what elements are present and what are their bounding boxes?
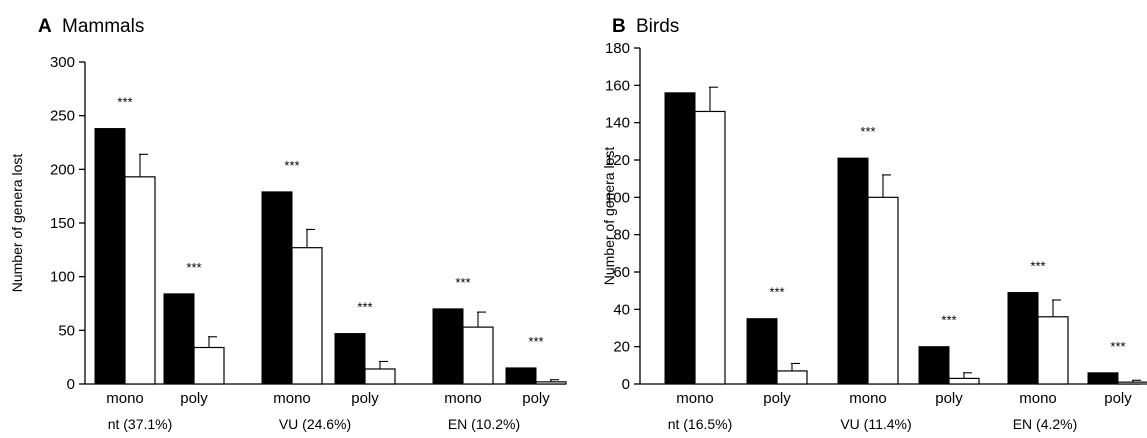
category-label: poly [763, 390, 791, 407]
panel-letter: B [612, 16, 626, 37]
bar-white [535, 381, 567, 385]
bar-white [1117, 381, 1147, 385]
category-label: poly [522, 390, 550, 407]
significance-label: *** [528, 334, 543, 349]
y-tick-label: 300 [50, 54, 75, 71]
y-axis-label: Number of genera lost [9, 154, 25, 293]
bar-white [694, 110, 726, 385]
panel-title: Mammals [62, 16, 144, 37]
bar-black [163, 293, 195, 385]
category-label: poly [351, 390, 379, 407]
y-tick-label: 100 [605, 189, 630, 206]
significance-label: *** [860, 124, 875, 139]
bar-black [334, 333, 366, 385]
bar-black [505, 367, 537, 385]
category-label: mono [1019, 390, 1057, 407]
significance-label: *** [941, 313, 956, 328]
y-tick-label: 120 [605, 152, 630, 169]
significance-label: *** [357, 300, 372, 315]
y-tick-label: 0 [622, 376, 630, 393]
y-tick-label: 200 [50, 161, 75, 178]
y-tick-label: 60 [613, 264, 630, 281]
category-label: poly [935, 390, 963, 407]
group-label: EN (10.2%) [448, 416, 520, 432]
bar-white [948, 377, 980, 385]
group-label: nt (37.1%) [108, 416, 173, 432]
category-label: poly [1104, 390, 1132, 407]
y-tick-label: 20 [613, 339, 630, 356]
panel-b: B Birds 0 20 40 60 80 100 120 140 160 180 Number of … [601, 16, 1147, 432]
significance-label: *** [117, 95, 132, 110]
bar-white [291, 247, 323, 385]
bar-black [837, 157, 869, 385]
panel-a: A Mammals 0 50 100 150 200 250 300 Number of gene… [9, 16, 567, 432]
significance-label: *** [769, 285, 784, 300]
bar-black [1007, 292, 1039, 385]
y-tick-label: 100 [50, 269, 75, 286]
y-tick-label: 160 [605, 77, 630, 94]
y-tick-label: 40 [613, 301, 630, 318]
bar-white [124, 176, 156, 385]
bar-black [94, 128, 126, 385]
category-label: mono [849, 390, 887, 407]
y-tick-label: 250 [50, 108, 75, 125]
bar-white [776, 370, 808, 385]
bar-white [1037, 316, 1069, 385]
category-label: mono [106, 390, 144, 407]
significance-label: *** [1030, 259, 1045, 274]
category-label: mono [273, 390, 311, 407]
bar-white [193, 346, 225, 385]
significance-label: *** [186, 260, 201, 275]
group-label: EN (4.2%) [1013, 416, 1078, 432]
significance-label: *** [284, 158, 299, 173]
category-label: poly [180, 390, 208, 407]
bar-white [462, 326, 494, 385]
bar-black [1087, 372, 1119, 385]
bar-black [261, 191, 293, 385]
significance-label: *** [1110, 339, 1125, 354]
bar-black [746, 318, 778, 385]
group-label: VU (24.6%) [279, 416, 351, 432]
y-tick-label: 80 [613, 227, 630, 244]
category-label: mono [444, 390, 482, 407]
panel-title: Birds [636, 16, 679, 37]
bar-white [867, 196, 899, 385]
y-tick-label: 140 [605, 115, 630, 132]
y-axis-label: Number of genera lost [601, 147, 617, 286]
y-tick-label: 0 [67, 376, 75, 393]
bar-black [664, 92, 696, 385]
bar-white [364, 368, 396, 385]
y-tick-label: 150 [50, 215, 75, 232]
bar-black [432, 308, 464, 385]
y-tick-label: 180 [605, 40, 630, 57]
y-tick-label: 50 [58, 322, 75, 339]
bar-black [918, 346, 950, 385]
panel-letter: A [38, 16, 52, 37]
group-label: nt (16.5%) [668, 416, 733, 432]
group-label: VU (11.4%) [840, 416, 911, 432]
significance-label: *** [455, 275, 470, 290]
category-label: mono [676, 390, 714, 407]
